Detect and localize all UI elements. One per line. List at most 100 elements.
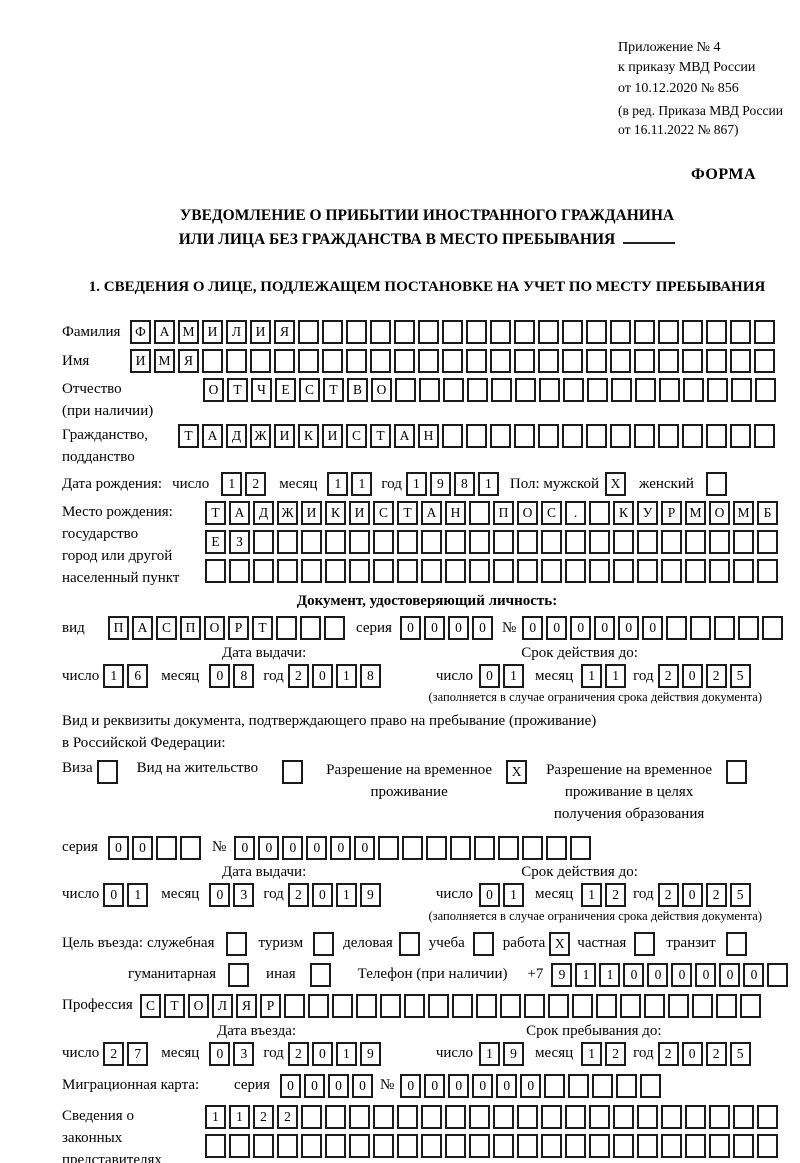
representative-cell xyxy=(421,1104,442,1129)
phone-cell: 9 xyxy=(551,962,573,987)
purpose-other-label: иная xyxy=(266,966,296,983)
date-cell: 1 xyxy=(103,664,125,689)
sex-male-checkbox: X xyxy=(605,472,629,497)
representative-cell xyxy=(325,1133,346,1158)
number-label: № xyxy=(501,619,517,636)
representative-cell xyxy=(565,1104,586,1129)
birth-place-cell xyxy=(685,530,706,555)
title-line-2: ИЛИ ЛИЦА БЕЗ ГРАЖДАНСТВА В МЕСТО ПРЕБЫВА… xyxy=(62,228,792,253)
phone-cell xyxy=(767,962,789,987)
patronymic-cell: О xyxy=(203,378,224,403)
doc-number-cell xyxy=(498,835,520,860)
representative-cell xyxy=(397,1133,418,1158)
day-label: число xyxy=(172,475,210,492)
purpose-label: Цель въезда: xyxy=(62,935,143,952)
given-name-cell xyxy=(298,349,319,374)
profession-cell xyxy=(644,993,665,1018)
date-cell: 3 xyxy=(233,882,255,907)
given-name-cell xyxy=(322,349,343,374)
date-cell: 1 xyxy=(605,664,627,689)
representative-cell xyxy=(469,1133,490,1158)
representative-cell xyxy=(757,1133,778,1158)
profession-cell xyxy=(332,993,353,1018)
birth-place-cell: П xyxy=(493,501,514,526)
representative-cell xyxy=(397,1104,418,1129)
checkbox-cell xyxy=(226,931,248,956)
representatives-label-line: представителях xyxy=(62,1151,162,1163)
date-cell: 0 xyxy=(681,1041,703,1066)
day-label: число xyxy=(435,1045,474,1062)
given-name-cell xyxy=(226,349,247,374)
doc-number-cell: 0 xyxy=(424,1073,446,1098)
doc-number-cell xyxy=(714,616,736,641)
citizenship-cell xyxy=(442,424,463,449)
birth-place-cell xyxy=(325,559,346,584)
temp-residence-edu-label: Разрешение на временное проживание в цел… xyxy=(546,760,712,825)
birth-year-cell: 8 xyxy=(453,472,475,497)
representatives-row2 xyxy=(205,1133,781,1158)
patronymic-cell xyxy=(587,378,608,403)
doc-number-cell xyxy=(738,616,760,641)
birth-place-cell xyxy=(469,559,490,584)
doc-number-cell xyxy=(690,616,712,641)
citizenship-cell xyxy=(754,424,775,449)
birth-place-cell xyxy=(253,559,274,584)
birth-year-cell: 9 xyxy=(429,472,451,497)
birth-place-cell xyxy=(541,559,562,584)
surname-cell xyxy=(442,320,463,345)
citizenship-cell xyxy=(490,424,511,449)
citizenship-cell: А xyxy=(394,424,415,449)
birth-place-cell: С xyxy=(373,501,394,526)
citizenship-cell: К xyxy=(298,424,319,449)
representative-cell xyxy=(589,1133,610,1158)
doc-number-cell xyxy=(474,835,496,860)
purpose-tourism-checkbox xyxy=(313,931,337,956)
checkbox-cell xyxy=(725,931,747,956)
temp-residence-edu-checkbox xyxy=(726,760,750,785)
representative-cell xyxy=(517,1104,538,1129)
patronymic-cell xyxy=(515,378,536,403)
title-blank-underline xyxy=(623,229,676,245)
patronymic-cell: В xyxy=(347,378,368,403)
issue-date-label: Дата выдачи: xyxy=(222,645,307,662)
purpose-study-checkbox xyxy=(472,931,497,956)
birth-place-cell xyxy=(469,530,490,555)
phone-cell: 1 xyxy=(599,962,621,987)
birth-place-cell: Б xyxy=(757,501,778,526)
representatives-label: Сведения о законных представителях (роди… xyxy=(62,1105,205,1163)
birth-place-cell xyxy=(301,530,322,555)
date-cell: 0 xyxy=(311,664,333,689)
year-label: год xyxy=(263,1045,284,1062)
date-cell: 0 xyxy=(479,664,501,689)
annex-line: Приложение № 4 xyxy=(618,40,721,55)
date-cell: 2 xyxy=(705,1041,727,1066)
birth-place-row3 xyxy=(205,559,781,584)
patronymic-cell xyxy=(755,378,776,403)
representative-cell xyxy=(277,1133,298,1158)
patronymic-label: Отчество (при наличии) xyxy=(62,378,203,422)
birth-place-cell: . xyxy=(565,501,586,526)
doc-number-cell: 0 xyxy=(448,1073,470,1098)
citizenship-label-line: подданство xyxy=(62,449,135,466)
birth-place-cell xyxy=(229,559,250,584)
representative-cell xyxy=(541,1133,562,1158)
female-label: женский xyxy=(639,475,694,492)
surname-cell xyxy=(754,320,775,345)
date-cell: 0 xyxy=(681,882,703,907)
birth-place-cell xyxy=(637,530,658,555)
doc-number-cell: 0 xyxy=(354,835,376,860)
visa-label: Виза xyxy=(62,760,93,777)
profession-cell xyxy=(308,993,329,1018)
birth-place-cell xyxy=(349,530,370,555)
birth-place-cell xyxy=(445,559,466,584)
birth-place-cell xyxy=(613,530,634,555)
representatives-label-line: Сведения о xyxy=(62,1107,134,1124)
profession-cell xyxy=(620,993,641,1018)
representative-cell xyxy=(637,1133,658,1158)
